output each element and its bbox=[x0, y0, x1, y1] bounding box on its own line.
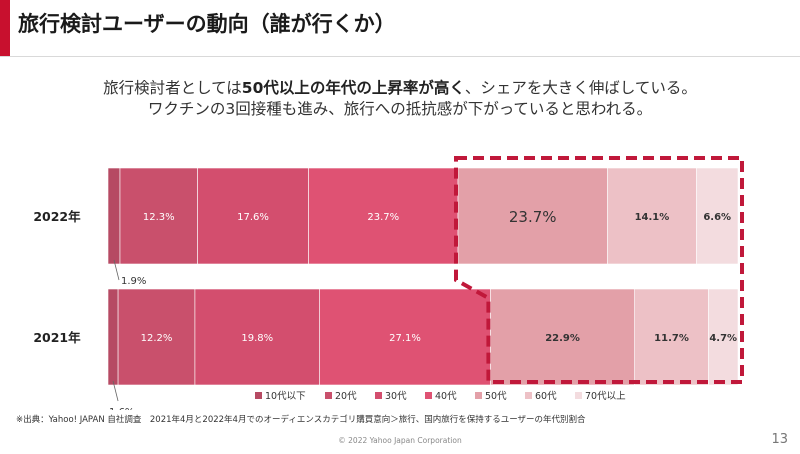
bar-segment bbox=[457, 167, 608, 265]
legend-label: 20代 bbox=[335, 391, 357, 402]
legend-label: 40代 bbox=[435, 391, 457, 402]
subtitle-line-1-pre: 旅行検討者としては bbox=[103, 79, 242, 97]
data-label: 22.9% bbox=[545, 333, 580, 344]
category-label: 2022年 bbox=[33, 209, 81, 224]
data-label: 23.7% bbox=[509, 208, 557, 226]
data-label: 6.6% bbox=[703, 212, 731, 223]
legend-swatch bbox=[425, 392, 432, 399]
legend-label: 30代 bbox=[385, 391, 407, 402]
data-label: 19.8% bbox=[241, 333, 273, 344]
legend-swatch bbox=[375, 392, 382, 399]
leader-line bbox=[112, 380, 119, 402]
bar-segment bbox=[708, 288, 739, 386]
legend-swatch bbox=[525, 392, 532, 399]
data-label: 23.7% bbox=[367, 212, 399, 223]
page-title: 旅行検討ユーザーの動向（誰が行くか） bbox=[18, 12, 396, 36]
source-footnote: ※出典：Yahoo! JAPAN 自社調査 2021年4月と2022年4月でのオ… bbox=[16, 415, 586, 425]
data-label: 17.6% bbox=[237, 212, 269, 223]
subtitle-line-2: ワクチンの3回接種も進み、旅行への抵抗感が下がっていると思われる。 bbox=[147, 100, 653, 118]
bar-segment bbox=[490, 288, 635, 386]
data-label: 11.7% bbox=[654, 333, 689, 344]
category-label: 2021年 bbox=[33, 330, 81, 345]
leader-line bbox=[113, 259, 120, 281]
legend-label: 70代以上 bbox=[585, 391, 626, 402]
page-number: 13 bbox=[771, 432, 788, 447]
data-label: 1.9% bbox=[121, 276, 146, 287]
legend-label: 10代以下 bbox=[265, 391, 306, 402]
bar-segment bbox=[696, 167, 739, 265]
subtitle-line-1: 旅行検討者としては50代以上の年代の上昇率が高く、シェアを大きく伸ばしている。 bbox=[0, 76, 800, 98]
legend-swatch bbox=[325, 392, 332, 399]
bar-segment bbox=[634, 288, 709, 386]
data-label: 1.6% bbox=[109, 407, 134, 410]
data-label: 27.1% bbox=[389, 333, 421, 344]
data-label: 12.2% bbox=[141, 333, 173, 344]
legend-label: 50代 bbox=[485, 391, 507, 402]
data-label: 14.1% bbox=[635, 212, 670, 223]
data-label: 4.7% bbox=[709, 333, 737, 344]
highlight-outline bbox=[454, 156, 744, 384]
bar-segment bbox=[194, 288, 320, 386]
stacked-bar-chart: 2022年 12.3% 17.6% 23.7% 23.7% 14.1% 6.6% 1.9% 20… bbox=[33, 156, 744, 410]
legend-swatch bbox=[475, 392, 482, 399]
data-label: 12.3% bbox=[143, 212, 175, 223]
bar-segment bbox=[607, 167, 697, 265]
subtitle-line-1-post: 、シェアを大きく伸ばしている。 bbox=[464, 79, 697, 97]
subtitle-line-1-bold: 50代以上の年代の上昇率が高く bbox=[241, 79, 465, 97]
bar-segment bbox=[107, 167, 121, 265]
bar-segment bbox=[308, 167, 459, 265]
bar-segment bbox=[119, 167, 198, 265]
bar-segment bbox=[197, 167, 309, 265]
bar-segment bbox=[319, 288, 491, 386]
title-divider bbox=[0, 56, 800, 57]
bar-segment bbox=[107, 288, 119, 386]
legend-swatch bbox=[255, 392, 262, 399]
legend-swatch bbox=[575, 392, 582, 399]
legend-label: 60代 bbox=[535, 391, 557, 402]
copyright: © 2022 Yahoo Japan Corporation bbox=[338, 436, 462, 445]
title-accent-bar bbox=[0, 0, 10, 56]
